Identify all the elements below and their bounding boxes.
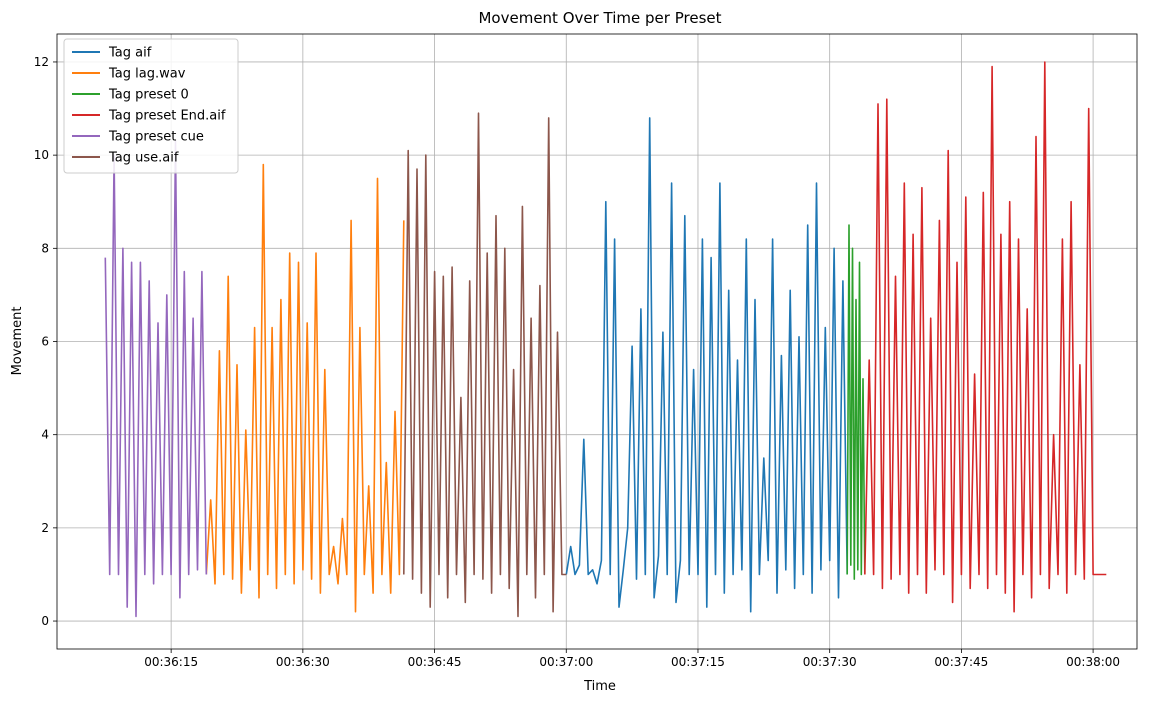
x-tick-label: 00:36:30 — [276, 655, 330, 669]
y-tick-label: 0 — [41, 614, 49, 628]
y-tick-label: 10 — [34, 148, 49, 162]
y-tick-label: 12 — [34, 55, 49, 69]
series-line-tag-preset-cue — [104, 140, 208, 618]
series-line-tag-preset-0 — [846, 224, 866, 580]
y-tick-label: 4 — [41, 428, 49, 442]
legend-label: Tag preset End.aif — [108, 109, 226, 124]
y-tick-label: 6 — [41, 335, 49, 349]
legend-label: Tag lag.wav — [108, 67, 186, 82]
x-tick-label: 00:37:00 — [539, 655, 593, 669]
plot-frame — [56, 33, 1138, 650]
legend: Tag aif Tag lag.wav Tag preset 0 Tag preset… — [63, 38, 239, 174]
x-tick-label: 00:37:30 — [803, 655, 857, 669]
series-line-tag-lag-wav — [205, 163, 405, 613]
legend-label: Tag preset 0 — [108, 88, 189, 103]
series-line-tag-preset-end-aif — [864, 61, 1107, 613]
x-tick-label: 00:37:15 — [671, 655, 725, 669]
legend-box — [63, 38, 239, 174]
chart-title: Movement Over Time per Preset — [478, 9, 721, 27]
series-line-tag-aif — [565, 117, 848, 613]
y-tick-label: 8 — [41, 241, 49, 255]
axes: 00:36:15 00:36:30 00:36:45 00:37:00 00:37:15… — [34, 33, 1138, 669]
legend-label: Tag aif — [108, 46, 152, 61]
legend-label: Tag use.aif — [108, 151, 179, 166]
legend-label: Tag preset cue — [108, 130, 204, 145]
plot-lines — [104, 61, 1107, 618]
grid-lines — [57, 34, 1137, 649]
series-line-tag-use-aif — [403, 112, 567, 618]
y-axis-label: Movement — [10, 307, 25, 376]
x-tick-label: 00:37:45 — [934, 655, 988, 669]
x-tick-label: 00:38:00 — [1066, 655, 1120, 669]
x-axis-label: Time — [583, 679, 616, 694]
y-tick-label: 2 — [41, 521, 49, 535]
x-tick-label: 00:36:45 — [408, 655, 462, 669]
x-tick-label: 00:36:15 — [144, 655, 198, 669]
